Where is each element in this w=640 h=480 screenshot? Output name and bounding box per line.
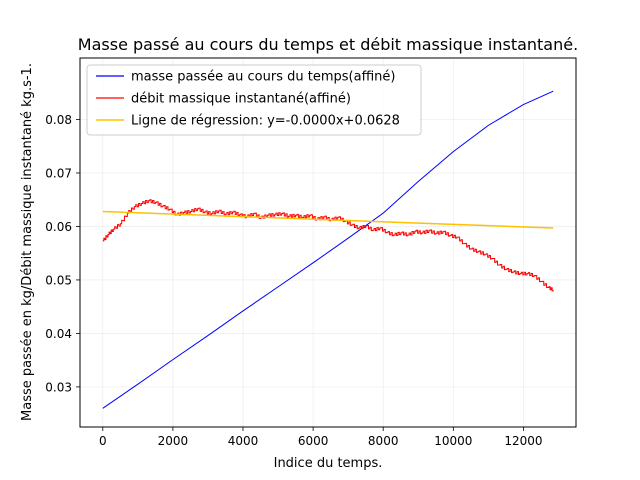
y-axis: 0.03 0.04 0.05 0.06 0.07 0.08 [45,113,80,394]
x-axis-label: Indice du temps. [274,456,383,471]
legend-label-regression: Ligne de régression: y=-0.0000x+0.0628 [131,114,400,129]
series-layer [102,90,554,409]
legend-box [86,64,422,136]
y-tick-label: 0.03 [45,380,72,394]
chart-title: Masse passé au cours du temps et débit m… [78,35,578,54]
x-tick-label: 6000 [298,434,329,448]
x-tick-label: 10000 [434,434,472,448]
y-axis-label: Masse passée en kg/Débit massique instan… [20,63,35,421]
y-tick-label: 0.08 [45,113,72,127]
plot-frame [79,57,577,428]
y-tick-label: 0.05 [45,273,72,287]
legend: masse passée au cours du temps(affiné) d… [86,64,422,136]
x-tick-label: 4000 [228,434,259,448]
x-tick-label: 2000 [158,434,189,448]
y-tick-label: 0.07 [45,166,72,180]
x-tick-label: 0 [99,434,107,448]
y-tick-label: 0.06 [45,220,72,234]
legend-label-debit: débit massique instantané(affiné) [131,92,351,107]
regression-series-line [102,210,554,229]
y-tick-label: 0.04 [45,327,72,341]
x-axis: 0 2000 4000 6000 8000 10000 12000 [99,427,543,448]
x-tick-label: 8000 [368,434,399,448]
masse-series-line [102,90,554,409]
x-tick-label: 12000 [504,434,542,448]
legend-label-masse: masse passée au cours du temps(affiné) [131,70,395,85]
